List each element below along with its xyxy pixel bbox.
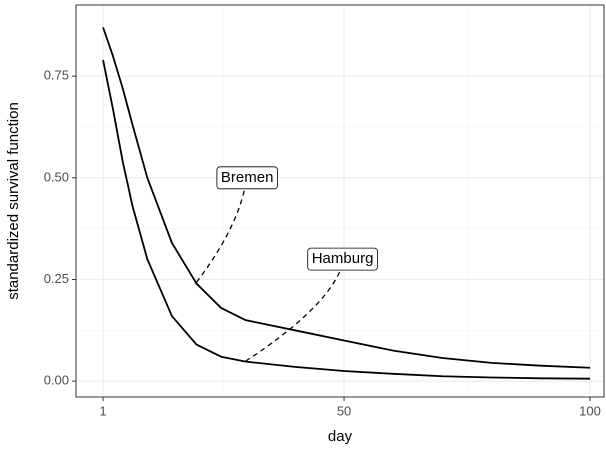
y-tick-label: 0.50 <box>44 169 69 184</box>
x-tick-label: 1 <box>99 403 106 418</box>
y-tick-label: 0.00 <box>44 373 69 388</box>
y-tick-label: 0.25 <box>44 271 69 286</box>
annotation-label: Bremen <box>221 169 274 186</box>
x-axis-title: day <box>328 428 353 445</box>
annotation-box <box>307 247 378 271</box>
y-tick-label: 0.75 <box>44 68 69 83</box>
leader-line <box>195 190 245 284</box>
survival-curve <box>102 59 590 380</box>
annotation: Hamburg <box>307 247 378 271</box>
x-tick-label: 100 <box>579 403 601 418</box>
leader-line <box>243 271 341 363</box>
panel-border <box>75 4 605 398</box>
annotation: Bremen <box>216 166 278 190</box>
survival-curve <box>102 27 591 369</box>
x-tick-label: 50 <box>337 403 351 418</box>
y-axis-title: standardized survival function <box>5 102 22 300</box>
annotation-box <box>216 166 278 190</box>
annotation-label: Hamburg <box>312 250 374 267</box>
